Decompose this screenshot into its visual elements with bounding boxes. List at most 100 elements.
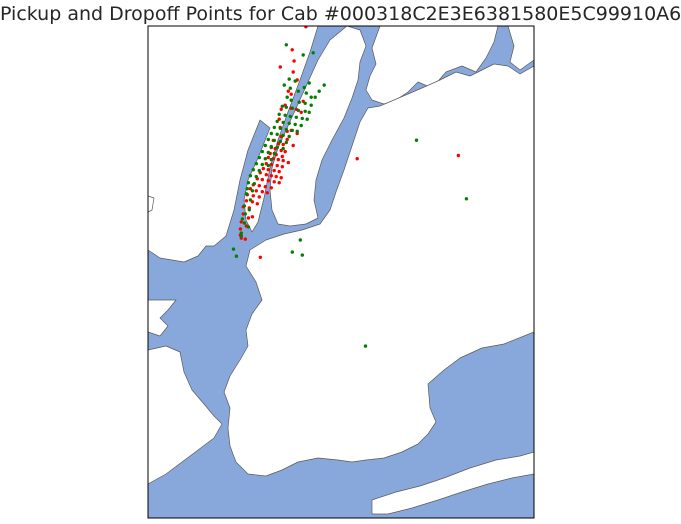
scatter-point	[280, 165, 284, 169]
scatter-point	[272, 168, 276, 173]
scatter-point	[239, 231, 243, 235]
scatter-point	[288, 114, 292, 119]
scatter-point	[307, 110, 311, 115]
scatter-point	[300, 253, 304, 257]
scatter-point	[254, 189, 258, 193]
scatter-point	[257, 168, 261, 173]
scatter-point	[252, 182, 256, 186]
scatter-point	[234, 254, 239, 258]
scatter-point	[272, 180, 276, 184]
land-staten-island	[148, 345, 223, 485]
scatter-point	[246, 181, 251, 185]
scatter-point	[317, 89, 321, 93]
scatter-point	[231, 247, 236, 251]
scatter-point	[280, 154, 284, 159]
scatter-point	[277, 169, 281, 174]
scatter-point	[246, 216, 251, 220]
scatter-point	[287, 77, 291, 81]
scatter-point	[278, 126, 282, 130]
scatter-point	[275, 163, 279, 168]
scatter-point	[243, 237, 247, 241]
scatter-point	[307, 81, 311, 85]
scatter-point	[286, 89, 290, 93]
scatter-point	[254, 162, 258, 166]
scatter-point	[290, 128, 294, 133]
scatter-point	[257, 184, 261, 188]
scatter-point	[298, 238, 302, 242]
scatter-point	[281, 133, 285, 138]
scatter-point	[297, 100, 301, 104]
scatter-point	[257, 195, 261, 199]
scatter-point	[355, 157, 359, 161]
scatter-point	[283, 113, 287, 118]
scatter-point	[260, 149, 264, 154]
land-rockaway	[371, 451, 534, 515]
scatter-point	[279, 176, 283, 180]
scatter-point	[322, 83, 326, 87]
scatter-point	[286, 160, 290, 165]
scatter-point	[243, 212, 247, 216]
scatter-point	[287, 134, 291, 139]
scatter-point	[283, 149, 287, 154]
scatter-point	[299, 123, 303, 128]
scatter-point	[269, 186, 273, 190]
scatter-point	[272, 138, 276, 143]
scatter-point	[277, 117, 281, 121]
scatter-point	[254, 174, 258, 179]
land-long-island	[223, 63, 534, 477]
scatter-point	[313, 95, 317, 99]
scatter-point	[277, 181, 281, 185]
scatter-point	[269, 174, 273, 178]
scatter-point	[288, 86, 292, 90]
scatter-point	[266, 155, 270, 160]
scatter-point	[242, 221, 247, 225]
scatter-point	[290, 250, 294, 254]
scatter-point	[247, 208, 251, 212]
scatter-point	[303, 109, 307, 114]
scatter-point	[264, 173, 268, 177]
scatter-point	[265, 191, 269, 195]
scatter-point	[246, 225, 251, 229]
map-layers	[148, 26, 534, 518]
scatter-point	[284, 43, 288, 47]
scatter-point	[363, 344, 368, 348]
scatter-point	[274, 174, 278, 179]
scatter-point	[275, 145, 279, 150]
land-nj-edge-1	[148, 195, 155, 213]
scatter-point	[309, 95, 313, 99]
scatter-point	[245, 187, 249, 191]
scatter-point	[280, 104, 284, 109]
scatter-point	[266, 168, 270, 172]
scatter-point	[239, 234, 243, 238]
scatter-point	[289, 92, 293, 96]
scatter-point	[269, 157, 273, 162]
scatter-point	[250, 189, 255, 193]
scatter-point	[251, 168, 255, 172]
scatter-point	[278, 139, 282, 144]
scatter-point	[269, 144, 273, 149]
scatter-point	[290, 48, 294, 52]
scatter-point	[279, 107, 283, 112]
scatter-point	[296, 108, 300, 113]
scatter-point	[293, 79, 297, 83]
scatter-point	[294, 115, 298, 120]
scatter-point	[260, 162, 264, 167]
scatter-point	[266, 179, 270, 183]
land-bronx	[365, 26, 499, 105]
scatter-point	[281, 158, 285, 163]
coastline	[148, 26, 534, 515]
scatter-point	[266, 137, 270, 142]
scatter-point	[291, 143, 295, 148]
scatter-point	[244, 199, 249, 203]
scatter-point	[464, 197, 469, 201]
scatter-point	[304, 91, 308, 95]
scatter-point	[263, 143, 267, 148]
scatter-point	[295, 129, 299, 133]
scatter-point	[272, 151, 276, 156]
scatter-point	[304, 26, 308, 29]
scatter-point	[281, 146, 285, 151]
scatter-point	[266, 150, 270, 155]
scatter-point	[238, 227, 243, 231]
scatter-point	[309, 103, 313, 107]
